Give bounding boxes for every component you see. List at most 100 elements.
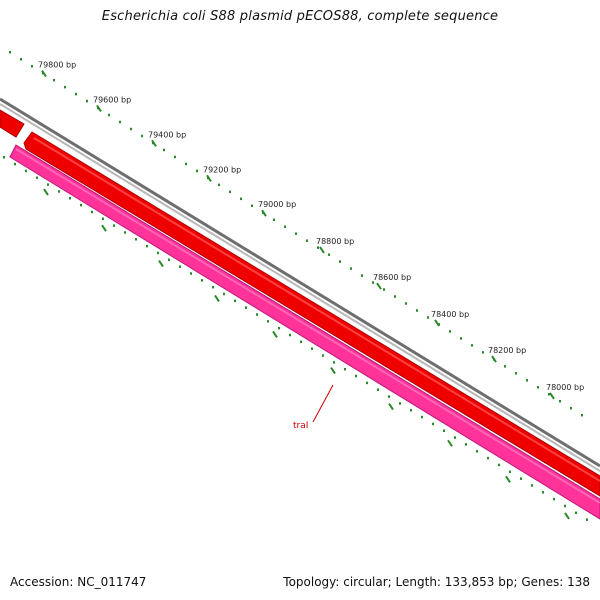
minor-tick — [289, 333, 291, 337]
minor-tick — [361, 274, 363, 277]
scale-label: 78200 bp — [488, 346, 526, 355]
minor-tick — [196, 169, 198, 173]
minor-tick — [58, 190, 60, 193]
major-tick — [388, 403, 394, 411]
minor-tick — [443, 429, 445, 433]
minor-tick — [344, 367, 346, 371]
minor-tick — [559, 399, 561, 403]
major-tick — [272, 330, 278, 339]
minor-tick — [179, 265, 181, 268]
minor-tick — [564, 504, 566, 508]
minor-tick — [86, 99, 88, 103]
minor-tick — [383, 288, 385, 291]
minor-tick — [25, 169, 27, 173]
minor-tick — [432, 422, 434, 426]
major-tick — [505, 475, 511, 483]
minor-tick — [223, 292, 225, 296]
major-tick — [96, 104, 102, 113]
scale-label: 79000 bp — [258, 200, 296, 209]
minor-tick — [416, 309, 418, 312]
scale-label: 78000 bp — [546, 383, 584, 392]
minor-tick — [218, 183, 220, 187]
minor-tick — [64, 85, 66, 89]
inner-scale-ticks — [3, 156, 588, 521]
major-tick — [41, 70, 47, 78]
minor-tick — [185, 162, 187, 166]
minor-tick — [509, 470, 511, 474]
minor-tick — [108, 113, 110, 117]
minor-tick — [119, 120, 121, 124]
scale-labels: 79800 bp 79600 bp 79400 bp 79200 bp 79000 bp… — [38, 61, 584, 392]
scale-label: 79200 bp — [203, 165, 241, 174]
gene-label-traI[interactable]: traI — [293, 421, 308, 431]
minor-tick — [372, 281, 374, 284]
minor-tick — [465, 443, 467, 446]
minor-tick — [295, 232, 297, 235]
minor-tick — [256, 313, 258, 316]
minor-tick — [102, 217, 104, 221]
minor-tick — [410, 409, 412, 412]
reverse-gene-traI[interactable] — [9, 144, 600, 520]
minor-tick — [504, 365, 506, 368]
minor-tick — [130, 127, 132, 131]
forward-gene-feature[interactable] — [23, 131, 600, 497]
major-tick — [564, 512, 570, 520]
minor-tick — [3, 156, 5, 159]
minor-tick — [575, 511, 577, 515]
minor-tick — [531, 484, 533, 487]
minor-tick — [146, 244, 148, 248]
minor-tick — [251, 204, 253, 208]
minor-tick — [482, 351, 484, 354]
minor-tick — [487, 456, 489, 460]
minor-tick — [311, 347, 313, 350]
scale-label: 78600 bp — [373, 273, 411, 282]
minor-tick — [300, 340, 302, 344]
map-title: Escherichia coli S88 plasmid pECOS88, co… — [101, 9, 499, 24]
minor-tick — [399, 402, 401, 405]
minor-tick — [69, 197, 71, 200]
scale-label: 79600 bp — [93, 95, 131, 104]
minor-tick — [135, 238, 137, 241]
minor-tick — [515, 372, 517, 375]
minor-tick — [174, 155, 176, 159]
minor-tick — [581, 413, 583, 417]
minor-tick — [14, 162, 16, 166]
minor-tick — [36, 176, 38, 180]
major-tick — [101, 224, 107, 232]
minor-tick — [570, 406, 572, 410]
minor-tick — [9, 51, 11, 54]
gene-label-leader — [312, 384, 334, 423]
minor-tick — [553, 497, 555, 501]
major-tick — [214, 294, 220, 302]
accession-text: Accession: NC_011747 — [10, 575, 147, 589]
minor-tick — [306, 239, 308, 242]
minor-tick — [168, 258, 170, 262]
minor-tick — [229, 190, 231, 194]
minor-tick — [234, 299, 236, 303]
minor-tick — [366, 381, 368, 385]
major-tick — [43, 188, 49, 196]
minor-tick — [333, 361, 335, 364]
minor-tick — [163, 148, 165, 152]
minor-tick — [91, 210, 93, 214]
scale-label: 78400 bp — [431, 310, 469, 319]
major-tick — [447, 439, 453, 447]
minor-tick — [278, 326, 280, 330]
minor-tick — [586, 518, 588, 521]
minor-tick — [454, 436, 456, 439]
minor-tick — [190, 272, 192, 275]
minor-tick — [476, 450, 478, 453]
backbone-outer-line — [0, 97, 600, 468]
minor-tick — [80, 203, 82, 207]
major-tick — [319, 246, 325, 254]
minor-tick — [141, 134, 143, 138]
minor-tick — [339, 260, 341, 263]
sequence-summary-text: Topology: circular; Length: 133,853 bp; … — [283, 575, 590, 589]
minor-tick — [284, 225, 286, 228]
minor-tick — [273, 218, 275, 222]
minor-tick — [20, 57, 22, 61]
minor-tick — [427, 316, 429, 319]
minor-tick — [75, 92, 77, 96]
reverse-gene-highlight — [15, 148, 600, 504]
